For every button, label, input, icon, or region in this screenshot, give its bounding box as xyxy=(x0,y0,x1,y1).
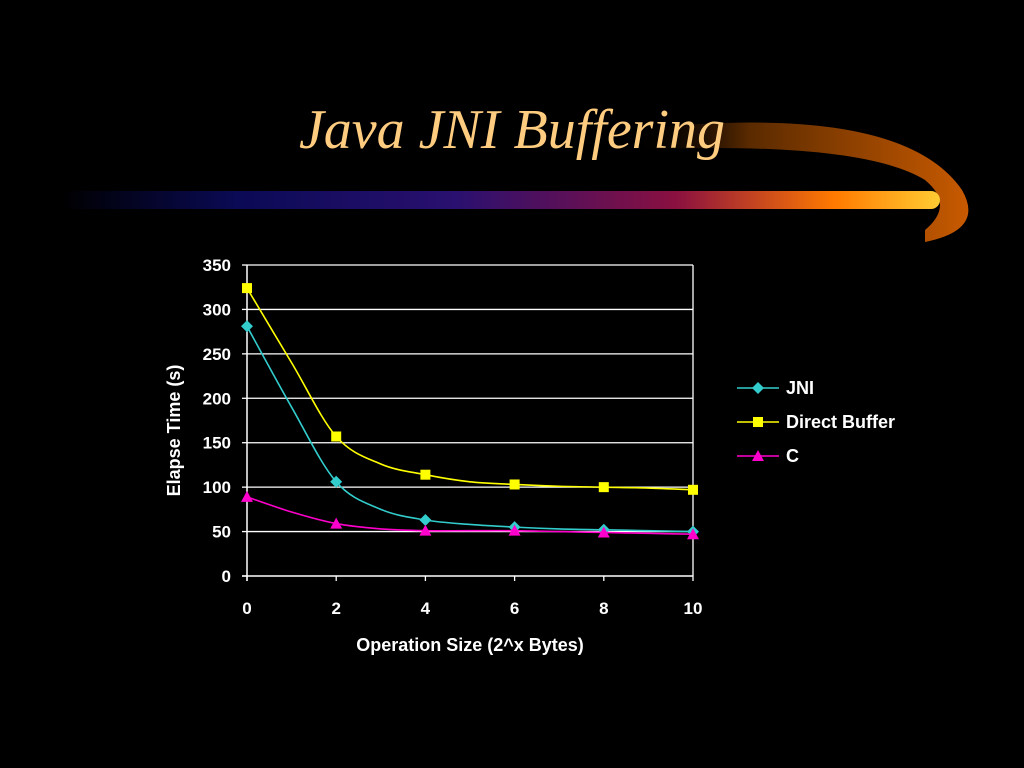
data-point-direct-buffer-8 xyxy=(598,482,609,493)
legend-label-c: C xyxy=(786,446,799,466)
data-point-c-10 xyxy=(687,528,699,540)
series-line-direct-buffer xyxy=(246,287,694,491)
data-point-c-8 xyxy=(597,526,610,538)
legend-marker-jni xyxy=(752,382,764,394)
swoosh-arc xyxy=(630,122,969,242)
legend-label-jni: JNI xyxy=(786,378,814,398)
data-point-c-6 xyxy=(508,524,521,536)
swoosh-bar xyxy=(60,191,940,209)
y-tick-label-50: 50 xyxy=(212,523,231,542)
legend-marker-direct-buffer xyxy=(753,417,763,427)
y-tick-label-100: 100 xyxy=(203,478,231,497)
x-tick-label-4: 4 xyxy=(421,599,431,618)
series-c xyxy=(241,490,699,540)
tick-labels: 0 50 100 150 200 250 300 350 0 2 4 6 8 10 xyxy=(203,256,703,618)
data-point-c-2 xyxy=(330,517,343,529)
slide-title: Java JNI Buffering xyxy=(298,99,726,161)
axes xyxy=(242,264,694,581)
data-point-direct-buffer-0 xyxy=(242,283,252,294)
x-axis-label: Operation Size (2^x Bytes) xyxy=(356,635,584,655)
y-tick-label-0: 0 xyxy=(222,567,231,586)
x-tick-label-6: 6 xyxy=(510,599,519,618)
y-axis-label: Elapse Time (s) xyxy=(164,365,184,497)
data-point-jni-0 xyxy=(241,320,253,333)
x-tick-label-2: 2 xyxy=(331,599,340,618)
grid-lines xyxy=(247,264,693,533)
x-tick-label-10: 10 xyxy=(684,599,703,618)
series-line-jni xyxy=(246,325,694,533)
data-point-direct-buffer-10 xyxy=(688,484,698,495)
series-jni xyxy=(241,320,699,538)
legend-label-direct-buffer: Direct Buffer xyxy=(786,412,895,432)
x-tick-label-8: 8 xyxy=(599,599,608,618)
legend-marker-c xyxy=(752,450,764,461)
data-point-c-0 xyxy=(241,490,253,502)
legend-item-jni: JNI xyxy=(737,378,814,398)
legend-item-direct-buffer: Direct Buffer xyxy=(737,412,895,432)
data-point-direct-buffer-6 xyxy=(509,479,520,490)
series-line-c xyxy=(246,496,694,536)
series-lines xyxy=(241,283,699,540)
y-tick-label-300: 300 xyxy=(203,300,231,319)
data-point-jni-4 xyxy=(419,514,432,527)
y-tick-label-150: 150 xyxy=(203,434,231,453)
legend: JNI Direct Buffer C xyxy=(737,378,895,466)
x-tick-label-0: 0 xyxy=(242,599,251,618)
data-point-direct-buffer-2 xyxy=(331,431,342,442)
data-point-jni-2 xyxy=(330,475,343,488)
data-point-c-4 xyxy=(419,524,432,536)
y-tick-label-250: 250 xyxy=(203,345,231,364)
data-point-direct-buffer-4 xyxy=(420,469,431,480)
legend-item-c: C xyxy=(737,446,799,466)
y-tick-label-350: 350 xyxy=(203,256,231,275)
series-direct-buffer xyxy=(242,283,698,495)
y-tick-label-200: 200 xyxy=(203,389,231,408)
